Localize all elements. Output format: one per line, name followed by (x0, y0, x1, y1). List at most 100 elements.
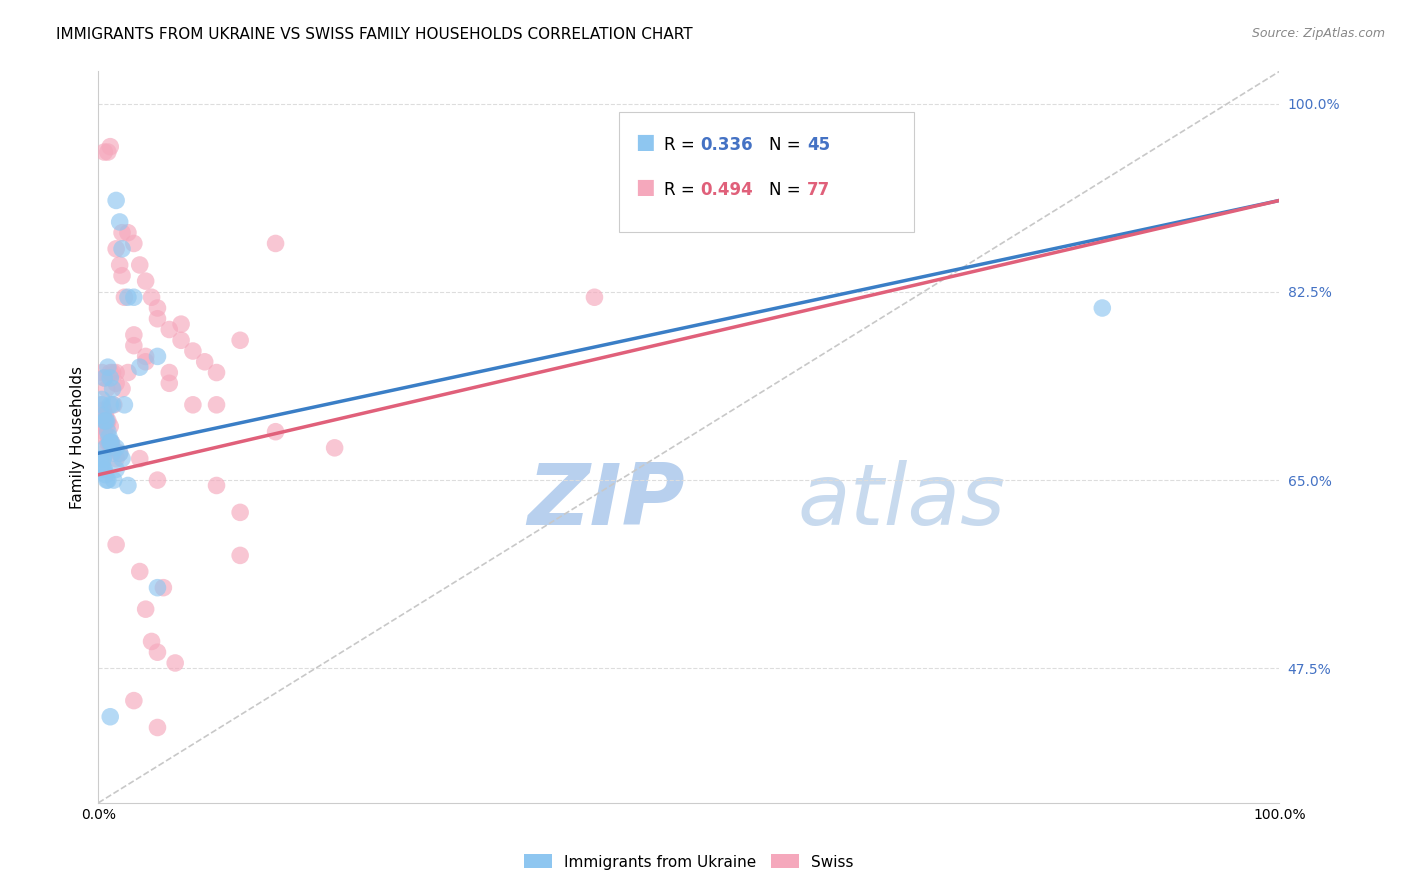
Point (96, 473, 118, 487)
Point (100, 435, 122, 450)
Point (98, 139, 121, 153)
Point (135, 602, 157, 616)
Text: R =: R = (664, 181, 700, 199)
Point (135, 350, 157, 364)
Point (98, 419, 121, 434)
Point (94, 409, 117, 423)
Point (94, 414, 117, 428)
Point (181, 344, 204, 359)
Text: N =: N = (769, 181, 806, 199)
Point (91, 403, 114, 417)
Text: R =: R = (664, 136, 700, 154)
Point (105, 462, 128, 476)
Text: atlas: atlas (797, 460, 1005, 543)
Point (146, 473, 169, 487)
Text: ■: ■ (636, 132, 655, 152)
Point (91, 366, 114, 380)
Point (97, 360, 120, 375)
Point (122, 338, 145, 352)
Point (101, 398, 124, 412)
Point (146, 301, 169, 315)
Point (91, 409, 114, 423)
Point (122, 693, 145, 707)
Point (229, 549, 252, 563)
Point (157, 376, 180, 391)
Point (205, 478, 228, 492)
Point (122, 327, 145, 342)
Text: 77: 77 (807, 181, 831, 199)
Point (146, 350, 169, 364)
Point (93, 371, 115, 385)
Point (117, 478, 139, 492)
Point (98, 710, 121, 724)
Point (229, 505, 252, 519)
Point (100, 435, 122, 450)
Point (165, 656, 187, 670)
Point (97, 435, 120, 450)
Point (112, 290, 135, 304)
Point (93, 425, 115, 439)
Point (122, 290, 145, 304)
Point (94, 414, 117, 428)
Point (96, 382, 118, 396)
Point (105, 242, 128, 256)
Text: ZIP: ZIP (527, 460, 685, 543)
Point (98, 435, 121, 450)
Point (323, 441, 346, 455)
Point (205, 366, 228, 380)
Y-axis label: Family Households: Family Households (69, 366, 84, 508)
Text: N =: N = (769, 136, 806, 154)
Point (96, 419, 118, 434)
Point (108, 215, 131, 229)
Point (101, 366, 124, 380)
Point (264, 236, 287, 251)
Point (229, 333, 252, 347)
Point (146, 645, 169, 659)
Point (98, 435, 121, 450)
Text: 45: 45 (807, 136, 830, 154)
Point (170, 333, 193, 347)
Point (90, 398, 112, 412)
Legend: Immigrants from Ukraine, Swiss: Immigrants from Ukraine, Swiss (517, 848, 860, 876)
Point (98, 366, 121, 380)
Point (91, 392, 114, 407)
Point (146, 721, 169, 735)
Point (112, 398, 135, 412)
Text: Source: ZipAtlas.com: Source: ZipAtlas.com (1251, 27, 1385, 40)
Point (205, 398, 228, 412)
Point (91, 409, 114, 423)
Point (98, 371, 121, 385)
Point (105, 451, 128, 466)
Point (97, 414, 120, 428)
Point (152, 581, 174, 595)
Point (93, 414, 115, 428)
Point (91, 451, 114, 466)
Point (111, 242, 134, 256)
Point (1091, 301, 1114, 315)
Point (108, 446, 131, 460)
Point (117, 366, 139, 380)
Point (105, 538, 128, 552)
Text: 0.336: 0.336 (700, 136, 752, 154)
Point (101, 446, 124, 460)
Point (105, 366, 128, 380)
Point (128, 451, 150, 466)
Point (101, 441, 124, 455)
Point (93, 371, 115, 385)
Point (117, 290, 139, 304)
Point (157, 366, 180, 380)
Point (111, 226, 134, 240)
Point (128, 258, 150, 272)
Point (157, 322, 180, 336)
Point (135, 274, 157, 288)
Point (93, 462, 115, 476)
Point (111, 451, 134, 466)
Point (105, 194, 128, 208)
Point (194, 355, 217, 369)
Point (105, 441, 128, 455)
Point (170, 317, 193, 331)
Point (108, 446, 131, 460)
Point (111, 268, 134, 283)
Point (91, 451, 114, 466)
Point (122, 236, 145, 251)
